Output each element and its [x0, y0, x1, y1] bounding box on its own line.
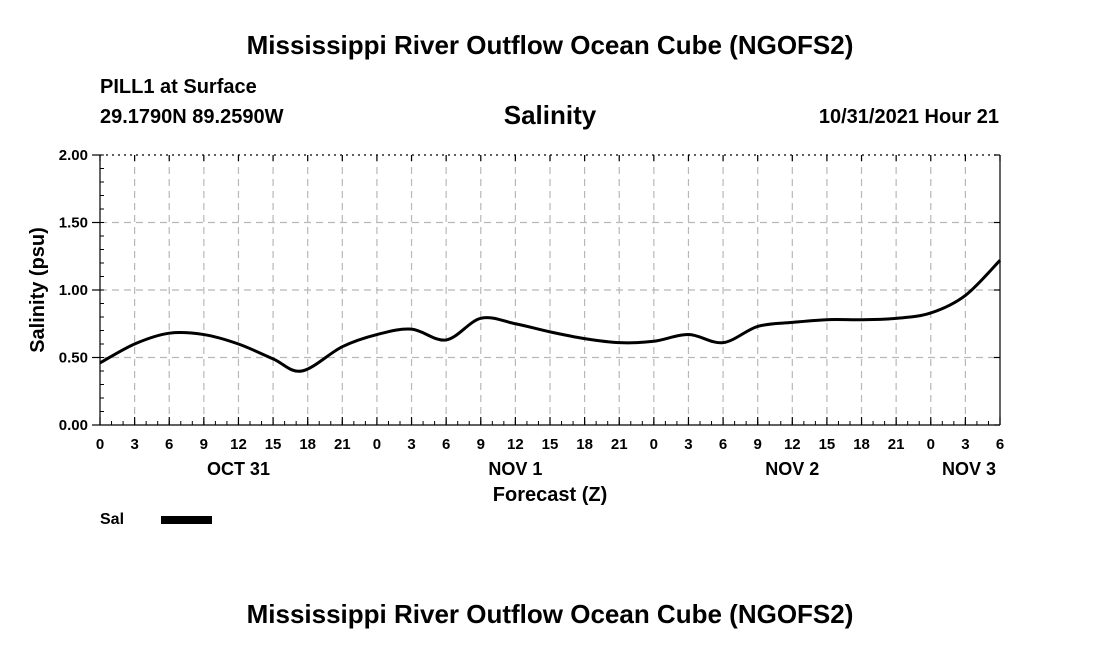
x-tick-label: 0	[96, 436, 104, 453]
x-tick-label: 21	[888, 436, 905, 453]
x-tick-label: 12	[784, 436, 801, 453]
station-coordinates: 29.1790N 89.2590W	[100, 106, 284, 128]
x-tick-label: 9	[200, 436, 208, 453]
x-tick-label: 0	[373, 436, 381, 453]
bottom-title: Mississippi River Outflow Ocean Cube (NG…	[246, 599, 854, 629]
station-label: PILL1 at Surface	[100, 76, 257, 98]
x-tick-label: 6	[165, 436, 173, 453]
x-tick-label: 21	[611, 436, 628, 453]
y-tick-label: 0.50	[59, 350, 88, 367]
x-tick-label: 3	[130, 436, 138, 453]
x-tick-label: 9	[754, 436, 762, 453]
day-label: OCT 31	[207, 459, 270, 479]
series	[99, 259, 1002, 373]
x-tick-label: 15	[542, 436, 559, 453]
day-label: NOV 1	[488, 459, 542, 479]
grid-lines	[100, 155, 1000, 425]
x-tick-label: 15	[265, 436, 282, 453]
x-tick-label: 3	[407, 436, 415, 453]
legend-label: Sal	[100, 511, 124, 528]
chart-title: Salinity	[503, 100, 597, 130]
x-tick-label: 6	[442, 436, 450, 453]
y-tick-label: 0.00	[59, 417, 88, 434]
x-tick-label: 6	[996, 436, 1004, 453]
x-tick-label: 18	[853, 436, 870, 453]
y-tick-label: 1.50	[59, 215, 88, 232]
y-tick-label: 1.00	[59, 282, 88, 299]
x-tick-label: 9	[477, 436, 485, 453]
y-tick-label: 2.00	[59, 147, 88, 164]
run-time-label: 10/31/2021 Hour 21	[818, 106, 999, 128]
day-label: NOV 3	[942, 459, 996, 479]
x-tick-label: 21	[334, 436, 351, 453]
x-tick-label: 3	[684, 436, 692, 453]
legend: Sal	[100, 511, 212, 528]
axes	[92, 154, 1001, 426]
x-axis-title: Forecast (Z)	[493, 484, 607, 506]
main-title: Mississippi River Outflow Ocean Cube (NG…	[246, 30, 854, 60]
x-tick-label: 3	[961, 436, 969, 453]
x-tick-label: 12	[230, 436, 247, 453]
x-tick-label: 15	[819, 436, 836, 453]
x-tick-label: 0	[927, 436, 935, 453]
y-axis-title: Salinity (psu)	[27, 227, 49, 353]
day-label: NOV 2	[765, 459, 819, 479]
axis-labels: 0 3 6 9 12 15 18 21 0 3 6 9 12 15 18 21 0 3 6 9 12 15 18 21 0 3 6 0…	[27, 147, 1004, 506]
x-tick-label: 12	[507, 436, 524, 453]
x-tick-label: 0	[650, 436, 658, 453]
x-tick-label: 18	[576, 436, 593, 453]
x-tick-label: 18	[299, 436, 316, 453]
x-tick-label: 6	[719, 436, 727, 453]
